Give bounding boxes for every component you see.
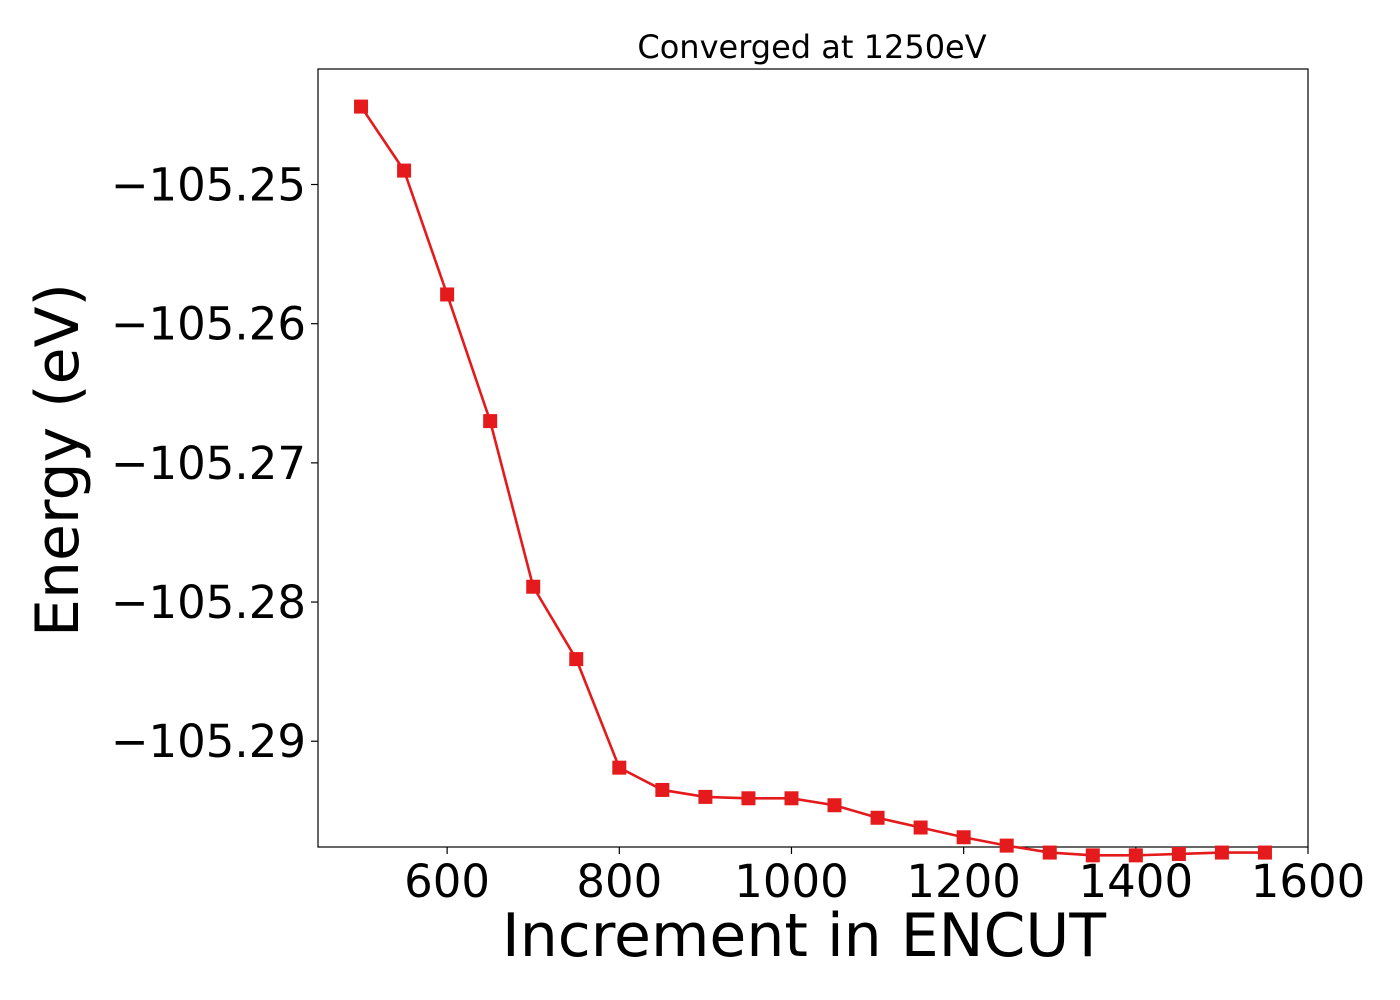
data-point-marker	[483, 414, 498, 429]
data-point-marker	[1042, 845, 1057, 860]
data-point-marker	[698, 789, 713, 804]
data-point-marker	[827, 798, 842, 813]
data-point-marker	[1171, 846, 1186, 861]
y-tick-label: −105.26	[111, 298, 306, 351]
y-tick-label: −105.29	[111, 715, 306, 768]
data-point-marker	[569, 652, 584, 667]
x-tick-label: 1400	[1079, 855, 1194, 908]
data-point-marker	[870, 810, 885, 825]
data-point-marker	[741, 791, 756, 806]
x-tick-label: 800	[576, 855, 662, 908]
chart-title: Converged at 1250eV	[637, 28, 986, 66]
data-point-marker	[1128, 848, 1143, 863]
data-point-marker	[1214, 845, 1229, 860]
y-tick-label: −105.28	[111, 576, 306, 629]
data-point-marker	[397, 163, 412, 178]
data-point-marker	[913, 820, 928, 835]
data-point-marker	[999, 838, 1014, 853]
y-axis: −105.25 −105.26 −105.27 −105.28 −105.29	[111, 159, 318, 768]
x-tick-label: 1200	[906, 855, 1021, 908]
x-tick-label: 1000	[734, 855, 849, 908]
y-tick-label: −105.27	[111, 437, 306, 490]
series-line	[359, 105, 1265, 857]
x-tick-label: 1600	[1251, 855, 1366, 908]
data-point-marker	[1257, 845, 1272, 860]
data-point-marker	[354, 99, 369, 114]
series-layer	[354, 99, 1272, 863]
data-point-marker	[612, 760, 627, 775]
data-point-marker	[784, 791, 799, 806]
data-point-marker	[655, 782, 670, 797]
data-point-marker	[440, 287, 455, 302]
data-point-marker	[956, 830, 971, 845]
x-axis-label: Increment in ENCUT	[502, 901, 1106, 971]
data-point-marker	[1085, 848, 1100, 863]
x-axis: 600 800 1000 1200 1400 1600	[404, 847, 1365, 908]
y-tick-label: −105.25	[111, 159, 306, 212]
y-axis-label: Energy (eV)	[23, 283, 93, 637]
plot-area-frame	[317, 68, 1309, 848]
data-point-marker	[526, 579, 541, 594]
x-tick-label: 600	[404, 855, 490, 908]
